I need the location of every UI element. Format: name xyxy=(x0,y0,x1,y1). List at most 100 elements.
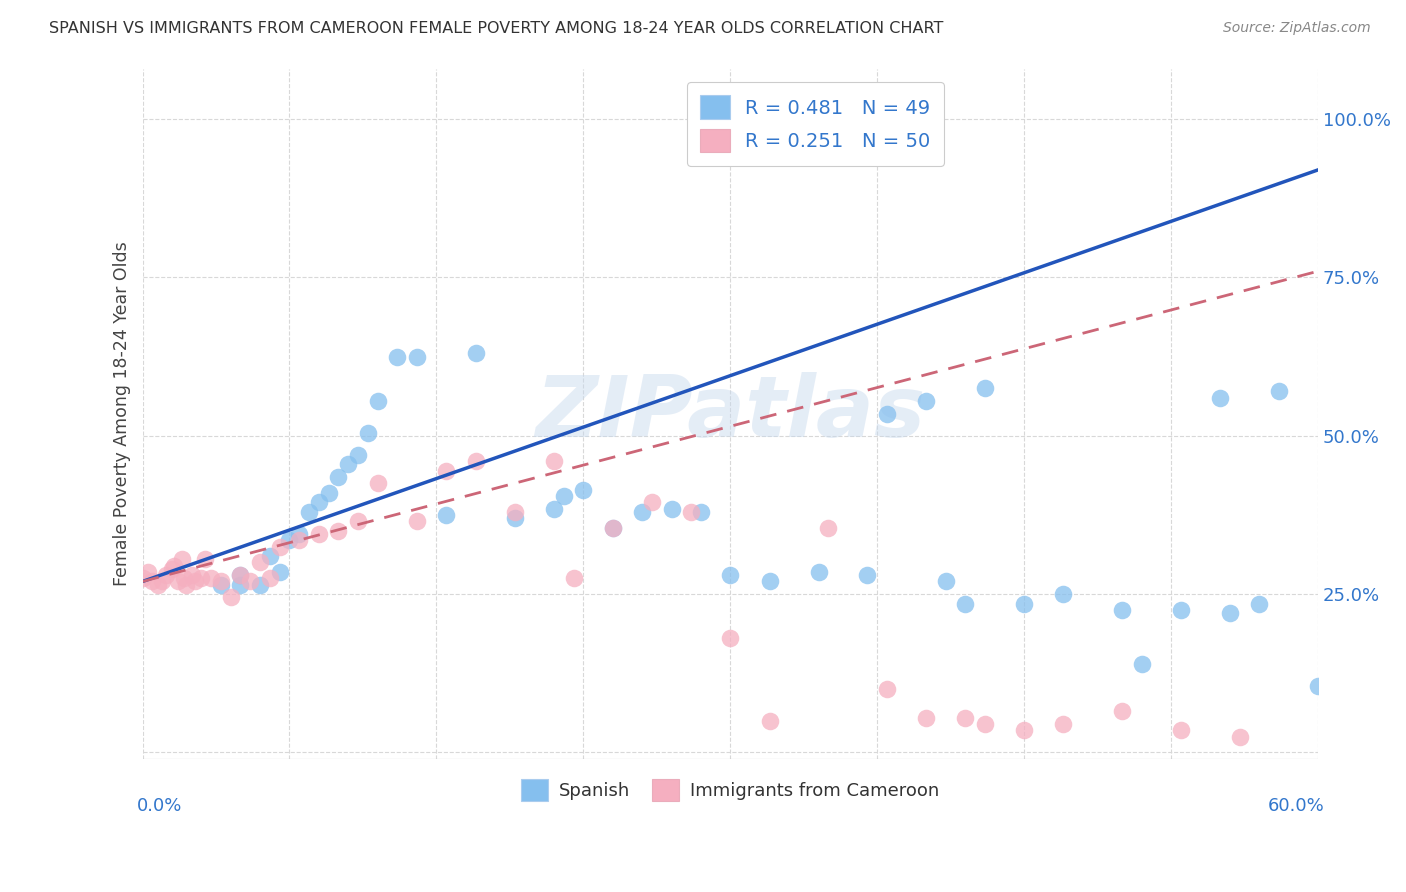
Point xyxy=(807,565,830,579)
Point xyxy=(935,574,957,589)
Point xyxy=(194,552,217,566)
Point xyxy=(1229,730,1251,744)
Point xyxy=(1012,723,1035,738)
Point xyxy=(155,568,177,582)
Point xyxy=(661,501,683,516)
Text: ZIPatlas: ZIPatlas xyxy=(536,372,925,455)
Point xyxy=(681,505,703,519)
Point xyxy=(1249,597,1271,611)
Point xyxy=(434,508,457,522)
Point xyxy=(1170,723,1192,738)
Point xyxy=(337,458,360,472)
Point xyxy=(357,425,380,440)
Text: 60.0%: 60.0% xyxy=(1267,797,1324,814)
Point xyxy=(602,521,624,535)
Point xyxy=(229,568,252,582)
Point xyxy=(200,571,222,585)
Point xyxy=(1052,717,1074,731)
Y-axis label: Female Poverty Among 18-24 Year Olds: Female Poverty Among 18-24 Year Olds xyxy=(114,241,131,586)
Point xyxy=(1130,657,1153,671)
Point xyxy=(328,470,350,484)
Point xyxy=(955,597,977,611)
Point xyxy=(1268,384,1291,399)
Point xyxy=(856,568,879,582)
Point xyxy=(709,128,731,142)
Point xyxy=(239,574,262,589)
Point xyxy=(1170,603,1192,617)
Point xyxy=(503,505,526,519)
Point xyxy=(387,350,409,364)
Point xyxy=(308,495,330,509)
Point xyxy=(367,476,389,491)
Point xyxy=(1209,391,1232,405)
Point xyxy=(174,577,197,591)
Point xyxy=(163,558,186,573)
Text: 0.0%: 0.0% xyxy=(136,797,181,814)
Point xyxy=(347,514,370,528)
Point xyxy=(464,454,486,468)
Point xyxy=(131,571,153,585)
Point xyxy=(562,571,585,585)
Point xyxy=(249,577,271,591)
Point xyxy=(308,527,330,541)
Point xyxy=(170,552,193,566)
Point xyxy=(278,533,301,548)
Point xyxy=(434,464,457,478)
Point xyxy=(141,574,163,589)
Point xyxy=(876,682,898,697)
Point xyxy=(876,407,898,421)
Point xyxy=(641,495,664,509)
Point xyxy=(209,577,232,591)
Point xyxy=(915,394,938,409)
Point xyxy=(915,711,938,725)
Point xyxy=(974,381,997,395)
Point xyxy=(269,540,291,554)
Point xyxy=(166,574,188,589)
Point xyxy=(738,128,761,142)
Point xyxy=(543,501,565,516)
Point xyxy=(543,454,565,468)
Point xyxy=(347,448,370,462)
Point xyxy=(160,562,183,576)
Point xyxy=(718,568,741,582)
Point xyxy=(503,511,526,525)
Point xyxy=(269,565,291,579)
Point xyxy=(150,574,173,589)
Point xyxy=(190,571,212,585)
Point xyxy=(1052,587,1074,601)
Text: SPANISH VS IMMIGRANTS FROM CAMEROON FEMALE POVERTY AMONG 18-24 YEAR OLDS CORRELA: SPANISH VS IMMIGRANTS FROM CAMEROON FEMA… xyxy=(49,21,943,36)
Point xyxy=(690,505,713,519)
Point xyxy=(148,577,170,591)
Point xyxy=(405,350,427,364)
Point xyxy=(758,574,780,589)
Point xyxy=(631,505,654,519)
Point xyxy=(288,527,311,541)
Point xyxy=(229,577,252,591)
Point xyxy=(1219,606,1241,620)
Point xyxy=(219,591,242,605)
Point xyxy=(367,394,389,409)
Point xyxy=(405,514,427,528)
Point xyxy=(718,632,741,646)
Point xyxy=(553,489,575,503)
Point xyxy=(1012,597,1035,611)
Point xyxy=(259,549,281,563)
Point xyxy=(249,556,271,570)
Point xyxy=(464,346,486,360)
Point xyxy=(1308,679,1330,693)
Point xyxy=(817,521,839,535)
Point xyxy=(138,565,160,579)
Point xyxy=(602,521,624,535)
Point xyxy=(180,568,202,582)
Point xyxy=(288,533,311,548)
Point xyxy=(1111,704,1133,718)
Point xyxy=(1111,603,1133,617)
Point xyxy=(259,571,281,585)
Point xyxy=(298,505,321,519)
Point xyxy=(955,711,977,725)
Point xyxy=(318,485,340,500)
Point xyxy=(758,714,780,728)
Point xyxy=(184,574,207,589)
Point xyxy=(173,571,195,585)
Text: Source: ZipAtlas.com: Source: ZipAtlas.com xyxy=(1223,21,1371,35)
